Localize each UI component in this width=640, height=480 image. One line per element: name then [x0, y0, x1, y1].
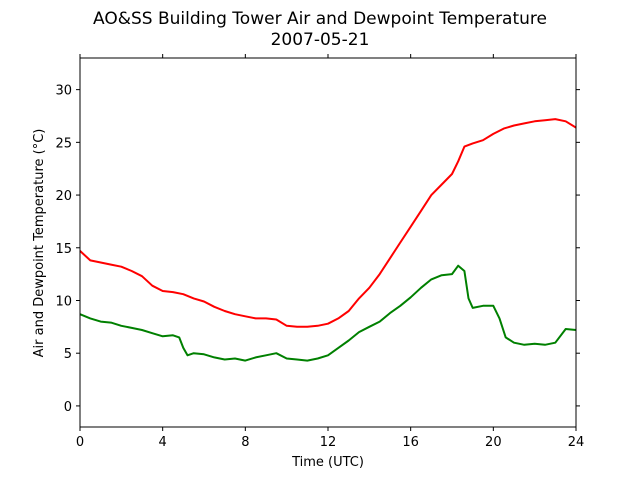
- series-layer: [79, 118, 577, 362]
- chart-title: AO&SS Building Tower Air and Dewpoint Te…: [93, 9, 547, 29]
- y-tick-label: 30: [55, 84, 72, 99]
- y-tick-label: 25: [55, 136, 72, 151]
- y-tick-label: 10: [55, 294, 72, 309]
- x-tick-label: 20: [485, 435, 502, 450]
- plot-area-frame: [79, 57, 577, 428]
- x-tick-label: 24: [568, 435, 585, 450]
- ticks-layer: 0 4 8 12 16 20 24 0 5 10 15 20 25 30: [55, 54, 584, 450]
- x-axis-label: Time (UTC): [291, 455, 364, 470]
- x-tick-label: 0: [76, 435, 84, 450]
- series-line-1: [79, 264, 577, 362]
- y-tick-label: 0: [64, 400, 72, 415]
- x-tick-label: 8: [241, 435, 249, 450]
- x-tick-label: 4: [159, 435, 167, 450]
- y-axis-label: Air and Dewpoint Temperature (°C): [32, 129, 47, 358]
- y-tick-label: 20: [55, 189, 72, 204]
- y-tick-label: 15: [55, 242, 72, 257]
- series-line-0: [79, 118, 577, 328]
- x-tick-label: 16: [402, 435, 419, 450]
- x-tick-label: 12: [320, 435, 337, 450]
- chart-subtitle: 2007-05-21: [271, 30, 370, 50]
- y-tick-label: 5: [64, 347, 72, 362]
